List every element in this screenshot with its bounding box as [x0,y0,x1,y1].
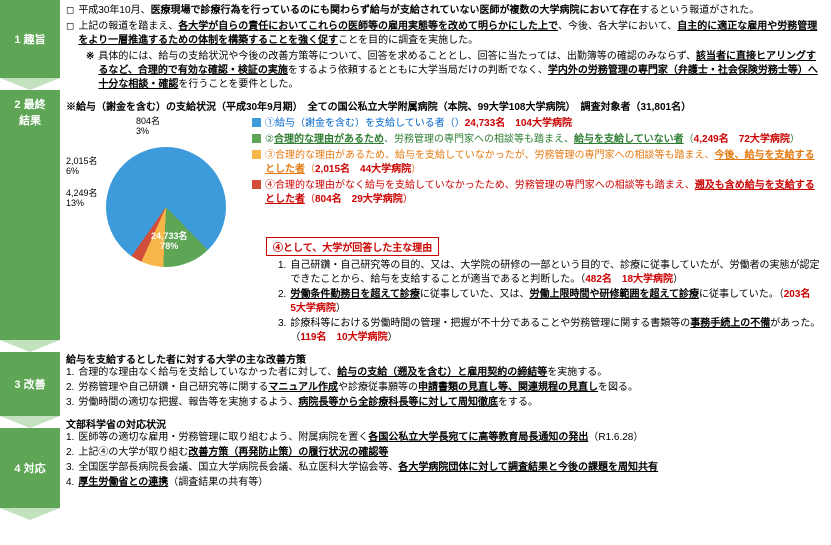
response-item: 1.医師等の適切な雇用・労務管理に取り組むよう、附属病院を置く各国公私立大学長宛… [66,431,823,445]
main-content: ◻ 平成30年10月、医療現場で診療行為を行っているのにも関わらず給与が支給され… [60,0,831,520]
reason-item: 3.診療科等における労働時間の管理・把握が不十分であることや労務管理に関する書類… [278,317,823,345]
legend-swatch [252,134,261,143]
bullet: ◻ 平成30年10月、医療現場で診療行為を行っているのにも関わらず給与が支給され… [66,4,823,18]
arrow-icon [0,416,60,428]
reason-item: 1.自己研鑽・自己研究等の目的、又は、大学院の研修の一部という目的で、診療に従事… [278,259,823,287]
section-3-header: 給与を支給するとした者に対する大学の主な改善方策 [66,351,823,366]
legend-item: ①給与（謝金を含む）を支給している者（）24,733名 104大学病院 [252,117,823,131]
pie-label: 804名3% [136,117,160,137]
star-icon: ※ [86,50,94,92]
section-4: 文部科学省の対応状況 1.医師等の適切な雇用・労務管理に取り組むよう、附属病院を… [66,416,823,490]
pie-label: 2,015名6% [66,157,98,177]
response-item: 4.厚生労働省との連携（調査結果の共有等） [66,476,823,490]
legend-swatch [252,180,261,189]
legend-swatch [252,150,261,159]
legend-item: ④合理的な理由がなく給与を支給していなかったため、労務管理の専門家への相談等も踏… [252,179,823,207]
section-tabs: 1 趣旨 2 最終 結果 3 改善 4 対応 [0,0,60,520]
section-1: ◻ 平成30年10月、医療現場で診療行為を行っているのにも関わらず給与が支給され… [66,4,823,92]
pie-center-label: 24,733名78% [151,232,188,252]
improvement-item: 3.労働時間の適切な把握、報告等を実施するよう、病院長等から全診療科長等に対して… [66,396,823,410]
tab-4: 4 対応 [0,428,60,508]
response-item: 2.上記④の大学が取り組む改善方策（再発防止策）の履行状況の確認等 [66,446,823,460]
legend-item: ②合理的な理由があるため、労務管理の専門家への相談等も踏まえ、給与を支給していな… [252,133,823,147]
pie-chart: 2,015名6% 804名3% 4,249名13% 24,733名78% [66,117,246,287]
improvement-item: 2.労務管理や自己研鑽・自己研究等に関するマニュアル作成や診療従事願等の申請書類… [66,381,823,395]
section-2: ※給与（謝金を含む）の支給状況（平成30年9月期） 全ての国公私立大学附属病院（… [66,98,823,345]
note: ※ 具体的には、給与の支給状況や今後の改善方策等について、回答を求めることとし、… [86,50,823,92]
section-3: 給与を支給するとした者に対する大学の主な改善方策 1.合理的な理由なく給与を支給… [66,351,823,410]
improvement-item: 1.合理的な理由なく給与を支給していなかった者に対して、給与の支給（遡及を含む）… [66,366,823,380]
arrow-icon [0,78,60,90]
arrow-icon [0,340,60,352]
reason-item: 2.労働条件勤務日を超えて診療に従事していた、又は、労働上限時間や研修範囲を超え… [278,288,823,316]
pie-label: 4,249名13% [66,189,98,209]
reasons-header: ④として、大学が回答した主な理由 [266,237,439,256]
tab-3: 3 改善 [0,352,60,416]
legend-item: ③合理的な理由があるため、給与を支給していなかったが、労務管理の専門家への相談等… [252,149,823,177]
section-2-header: ※給与（謝金を含む）の支給状況（平成30年9月期） 全ての国公私立大学附属病院（… [66,98,823,113]
arrow-icon [0,508,60,520]
tab-2: 2 最終 結果 [0,90,60,340]
tab-1: 1 趣旨 [0,0,60,78]
legend-swatch [252,118,261,127]
square-icon: ◻ [66,20,74,48]
square-icon: ◻ [66,4,74,18]
section-4-header: 文部科学省の対応状況 [66,416,823,431]
bullet: ◻ 上記の報道を踏まえ、各大学が自らの責任においてこれらの医師等の雇用実態等を改… [66,20,823,48]
response-item: 3.全国医学部長病院長会議、国立大学病院長会議、私立医科大学協会等、各大学病院団… [66,461,823,475]
